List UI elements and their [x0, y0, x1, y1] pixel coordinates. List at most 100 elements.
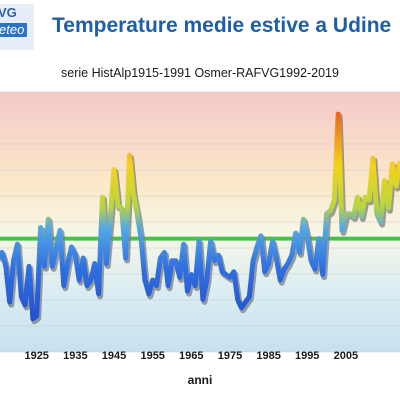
- data-point: [287, 263, 289, 265]
- data-point: [144, 279, 146, 281]
- data-point: [249, 296, 251, 298]
- data-point: [109, 218, 111, 220]
- data-point: [160, 257, 162, 259]
- data-point: [341, 230, 343, 232]
- data-point: [63, 285, 65, 287]
- data-point: [67, 263, 69, 265]
- data-point: [148, 293, 150, 295]
- data-point: [133, 194, 135, 196]
- data-point: [206, 279, 208, 281]
- data-point: [194, 285, 196, 287]
- data-point: [48, 218, 50, 220]
- data-point: [326, 213, 328, 215]
- data-point: [40, 227, 42, 229]
- data-point: [283, 268, 285, 270]
- data-point: [121, 207, 123, 209]
- x-tick-label: 1985: [256, 350, 280, 362]
- data-point: [9, 301, 11, 303]
- data-point: [291, 254, 293, 256]
- data-point: [71, 246, 73, 248]
- data-point: [318, 238, 320, 240]
- data-point: [171, 260, 173, 262]
- data-point: [156, 285, 158, 287]
- data-point: [210, 241, 212, 243]
- data-point: [388, 207, 390, 209]
- data-point: [357, 196, 359, 198]
- chart-subtitle: serie HistAlp1915-1991 Osmer-RAFVG1992-2…: [61, 66, 339, 80]
- data-point: [295, 232, 297, 234]
- data-point: [303, 218, 305, 220]
- x-tick-labels: 1925 1935 1945 1955 1965 1975 1985 1995 2005: [24, 350, 358, 362]
- data-point: [21, 296, 23, 298]
- data-point: [306, 235, 308, 237]
- data-point: [268, 263, 270, 265]
- data-point: [198, 241, 200, 243]
- data-point: [24, 304, 26, 306]
- data-point: [380, 221, 382, 223]
- data-point: [392, 163, 394, 165]
- data-point: [164, 252, 166, 254]
- data-point: [202, 299, 204, 301]
- data-point: [353, 216, 355, 218]
- data-point: [106, 263, 108, 265]
- data-point: [59, 230, 61, 232]
- x-tick-label: 1945: [102, 350, 126, 362]
- data-point: [179, 277, 181, 279]
- osmer-logo: VG eteo: [0, 4, 34, 50]
- data-point: [175, 260, 177, 262]
- data-point: [322, 274, 324, 276]
- data-point: [32, 318, 34, 320]
- data-point: [28, 266, 30, 268]
- data-point: [129, 155, 131, 157]
- data-point: [75, 254, 77, 256]
- data-point: [252, 260, 254, 262]
- data-point: [152, 279, 154, 281]
- data-point: [1, 252, 3, 254]
- data-point: [245, 301, 247, 303]
- data-point: [117, 205, 119, 207]
- data-point: [384, 180, 386, 182]
- data-point: [44, 266, 46, 268]
- data-point: [13, 260, 15, 262]
- data-point: [214, 260, 216, 262]
- data-point: [310, 260, 312, 262]
- data-point: [98, 293, 100, 295]
- data-point: [337, 113, 339, 115]
- data-point: [314, 268, 316, 270]
- data-point: [94, 263, 96, 265]
- data-point: [17, 243, 19, 245]
- data-point: [221, 271, 223, 273]
- data-point: [55, 249, 57, 251]
- data-point: [241, 307, 243, 309]
- x-tick-label: 1955: [140, 350, 164, 362]
- x-tick-label: 1935: [63, 350, 87, 362]
- x-tick-label: 1965: [179, 350, 203, 362]
- data-point: [368, 199, 370, 201]
- data-point: [334, 199, 336, 201]
- data-point: [51, 266, 53, 268]
- data-point: [140, 238, 142, 240]
- data-point: [36, 315, 38, 317]
- data-point: [225, 274, 227, 276]
- data-point: [233, 271, 235, 273]
- data-point: [86, 285, 88, 287]
- x-tick-label: 1995: [295, 350, 319, 362]
- x-tick-label: 2005: [334, 350, 358, 362]
- data-point: [125, 257, 127, 259]
- data-point: [218, 254, 220, 256]
- x-axis-label: anni: [188, 373, 213, 387]
- data-point: [272, 241, 274, 243]
- data-point: [299, 252, 301, 254]
- data-point: [183, 243, 185, 245]
- data-point: [113, 169, 115, 171]
- data-point: [78, 279, 80, 281]
- logo-text-top: VG: [0, 5, 17, 20]
- data-point: [364, 196, 366, 198]
- data-point: [237, 299, 239, 301]
- data-point: [229, 277, 231, 279]
- data-point: [256, 246, 258, 248]
- data-point: [102, 196, 104, 198]
- series-group: [0, 111, 400, 325]
- data-point: [279, 279, 281, 281]
